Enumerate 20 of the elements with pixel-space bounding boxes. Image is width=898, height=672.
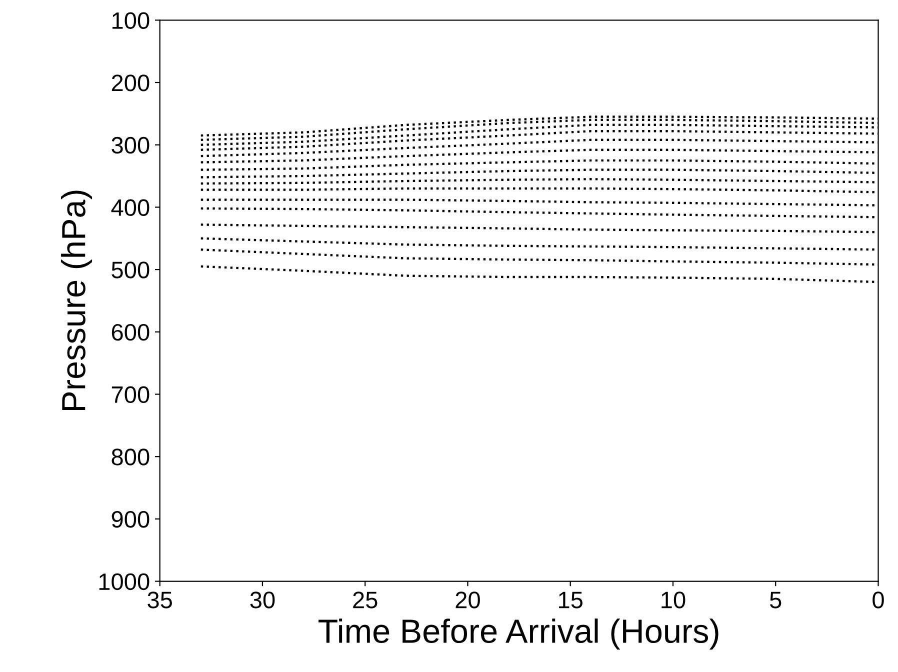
y-tick-label: 300	[112, 136, 150, 154]
x-axis-title: Time Before Arrival (Hours)	[318, 618, 718, 650]
y-tick-label: 600	[112, 324, 150, 341]
y-tick-label: 500	[112, 262, 150, 278]
x-tick-label: 0	[872, 592, 884, 608]
x-tick-label: 30	[250, 592, 275, 608]
x-tick-label: 35	[148, 592, 172, 608]
y-tick-label: 200	[112, 74, 150, 92]
x-tick-label: 5	[770, 592, 782, 608]
x-tick-label: 15	[559, 592, 582, 608]
x-tick-label: 20	[456, 592, 480, 608]
y-axis-title: Pressure (hPa)	[60, 190, 92, 410]
y-tick-label: 1000	[99, 573, 150, 590]
y-tick-label: 700	[112, 386, 150, 404]
x-tick-label: 10	[662, 592, 686, 608]
y-tick-label: 100	[112, 12, 150, 29]
y-tick-label: 900	[112, 511, 150, 528]
y-tick-label: 400	[111, 199, 150, 216]
y-tick-label: 800	[112, 448, 150, 466]
x-tick-label: 25	[353, 592, 378, 608]
